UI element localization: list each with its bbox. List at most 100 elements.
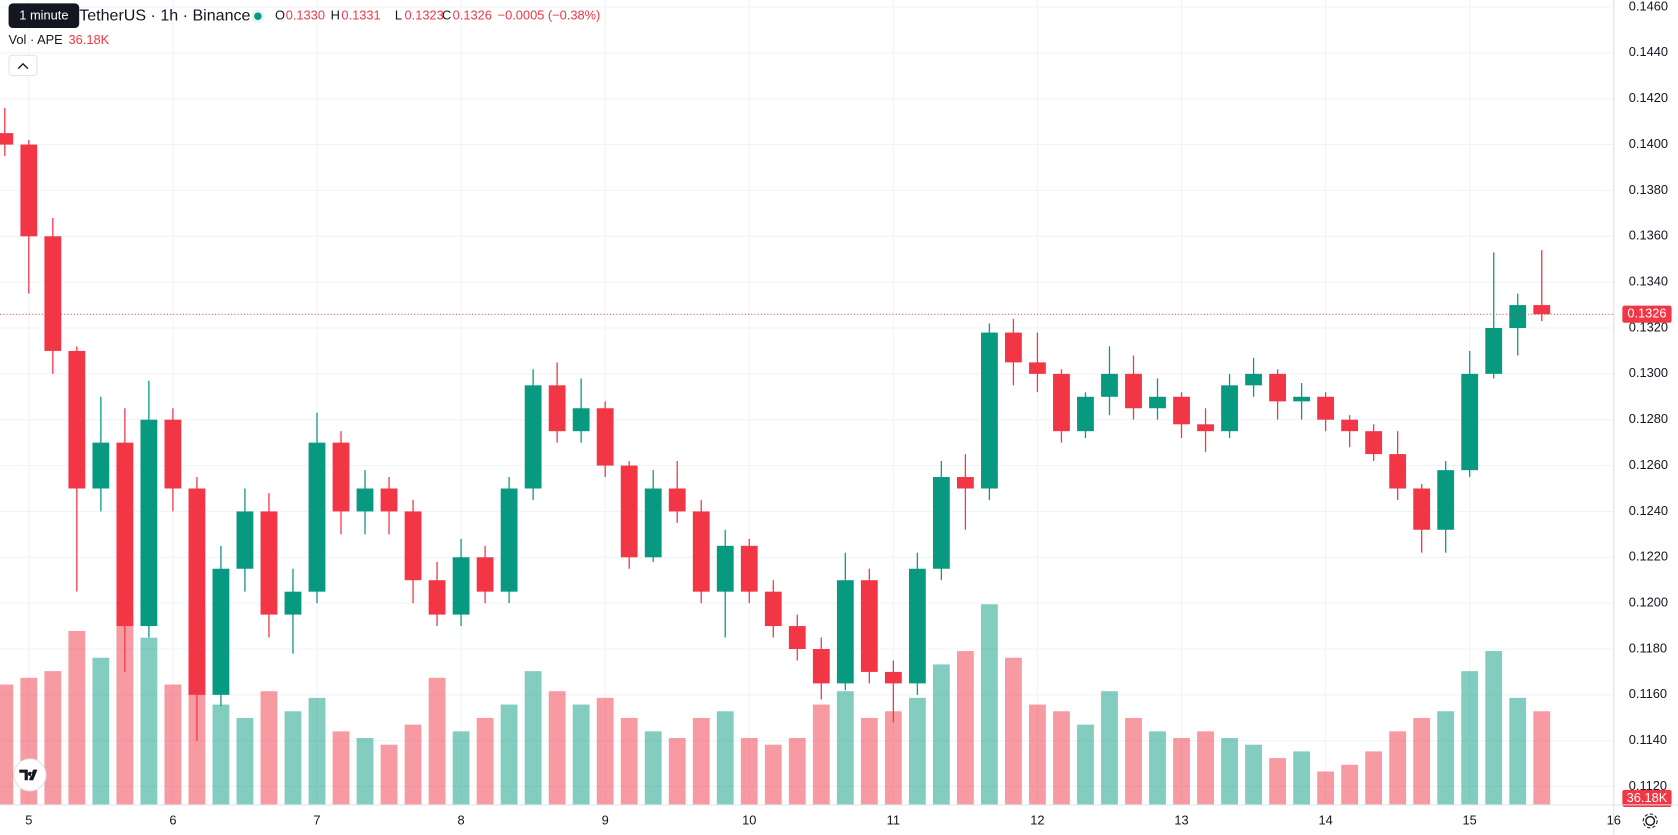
volume-bar xyxy=(956,651,974,805)
volume-bar xyxy=(1245,744,1262,805)
candle-body xyxy=(1173,396,1190,425)
volume-bar xyxy=(884,711,902,805)
candle-body xyxy=(908,568,926,684)
candle-body xyxy=(1365,431,1383,455)
volume-bar xyxy=(260,691,278,805)
volume-bar xyxy=(500,704,518,805)
candle-body xyxy=(1245,373,1262,386)
volume-bar xyxy=(452,731,470,805)
y-tick-label: 0.1360 xyxy=(1629,228,1668,243)
volume-bar xyxy=(1365,751,1383,805)
candle-body xyxy=(692,511,710,592)
y-tick-label: 0.1320 xyxy=(1629,319,1668,334)
volume-value: 36.18K xyxy=(68,32,109,47)
candle-body xyxy=(1509,305,1527,329)
volume-bar xyxy=(284,711,302,805)
volume-bar xyxy=(740,738,758,805)
candle-body xyxy=(1485,328,1503,374)
ohlc-label: C xyxy=(442,8,451,23)
x-tick-label: 8 xyxy=(458,812,465,827)
volume-bar xyxy=(1053,711,1070,805)
settings-icon[interactable] xyxy=(1645,815,1656,826)
candle-body xyxy=(620,465,638,558)
volume-bar xyxy=(1173,738,1190,805)
collapse-icon xyxy=(17,62,29,70)
candle-body xyxy=(764,591,782,627)
candle-body xyxy=(164,419,182,489)
y-tick-label: 0.1220 xyxy=(1629,549,1668,564)
candle-body xyxy=(1077,396,1094,432)
volume-bar xyxy=(1413,717,1431,805)
settings-icon-ring xyxy=(1642,813,1658,829)
candle-body xyxy=(932,477,950,569)
volume-bar xyxy=(476,717,494,805)
candle-body xyxy=(1149,396,1166,409)
x-tick-label: 15 xyxy=(1463,812,1477,827)
volume-bar xyxy=(836,691,854,805)
volume-bar xyxy=(428,677,446,805)
candle-body xyxy=(356,488,374,512)
volume-bar xyxy=(332,731,350,805)
candle-body xyxy=(548,385,566,432)
y-tick-label: 0.1200 xyxy=(1629,595,1668,610)
candle-body xyxy=(956,477,974,489)
y-tick-label: 0.1140 xyxy=(1629,732,1667,747)
volume-bar xyxy=(1461,671,1479,805)
candle-body xyxy=(1125,373,1142,409)
volume-bar xyxy=(1005,657,1022,805)
candle-body xyxy=(428,580,446,615)
ohlc-label: H xyxy=(331,8,340,23)
candle-body xyxy=(332,442,350,512)
candle-body xyxy=(188,488,206,695)
x-tick-label: 11 xyxy=(887,812,900,827)
x-tick-label: 12 xyxy=(1030,812,1044,827)
grid xyxy=(0,0,1615,805)
volume-bar xyxy=(1197,731,1214,805)
volume-axis-label: 36.18K xyxy=(1627,790,1668,805)
volume-bar xyxy=(1149,731,1166,805)
candle-body xyxy=(452,557,470,615)
candle-body xyxy=(20,144,38,237)
candle-body xyxy=(212,568,230,695)
volume-bar xyxy=(860,717,878,805)
volume-bar xyxy=(1221,738,1238,805)
ohlc-label: L xyxy=(395,8,402,23)
candle-body xyxy=(1101,373,1118,397)
y-tick-label: 0.1280 xyxy=(1629,411,1668,426)
y-tick-label: 0.1120 xyxy=(1629,778,1667,793)
candle-body xyxy=(116,442,134,627)
candle-layer xyxy=(0,107,1551,741)
candle-body xyxy=(812,648,830,684)
volume-bar xyxy=(908,697,926,805)
volume-bar xyxy=(404,724,422,805)
candle-body xyxy=(1317,396,1335,420)
y-tick-label: 0.1440 xyxy=(1629,44,1668,59)
volume-bar xyxy=(1509,697,1527,805)
last-price-box xyxy=(1622,305,1672,323)
candle-body xyxy=(68,350,86,489)
collapse-button[interactable] xyxy=(8,54,38,77)
candle-body xyxy=(1533,305,1551,315)
volume-bar xyxy=(1317,771,1335,805)
candle-body xyxy=(500,488,518,592)
volume-bar xyxy=(380,744,398,805)
x-tick-label: 13 xyxy=(1174,812,1188,827)
volume-bar xyxy=(524,671,542,805)
candle-body xyxy=(1437,470,1455,530)
candle-body xyxy=(380,488,398,512)
volume-title: Vol · APE xyxy=(9,32,63,47)
ohlc-value: 0.1330 xyxy=(286,8,325,23)
x-tick-label: 7 xyxy=(313,812,320,827)
volume-bar xyxy=(140,637,158,805)
y-tick-label: 0.1400 xyxy=(1629,136,1668,151)
volume-bar xyxy=(644,731,662,805)
symbol-title[interactable]: TetherUS · 1h · Binance xyxy=(79,6,250,24)
volume-bar xyxy=(92,657,110,805)
candle-body xyxy=(92,442,110,489)
candle-body xyxy=(260,511,278,615)
y-tick-label: 0.1460 xyxy=(1629,0,1668,13)
candle-body xyxy=(740,545,758,592)
volume-bar xyxy=(308,697,326,805)
